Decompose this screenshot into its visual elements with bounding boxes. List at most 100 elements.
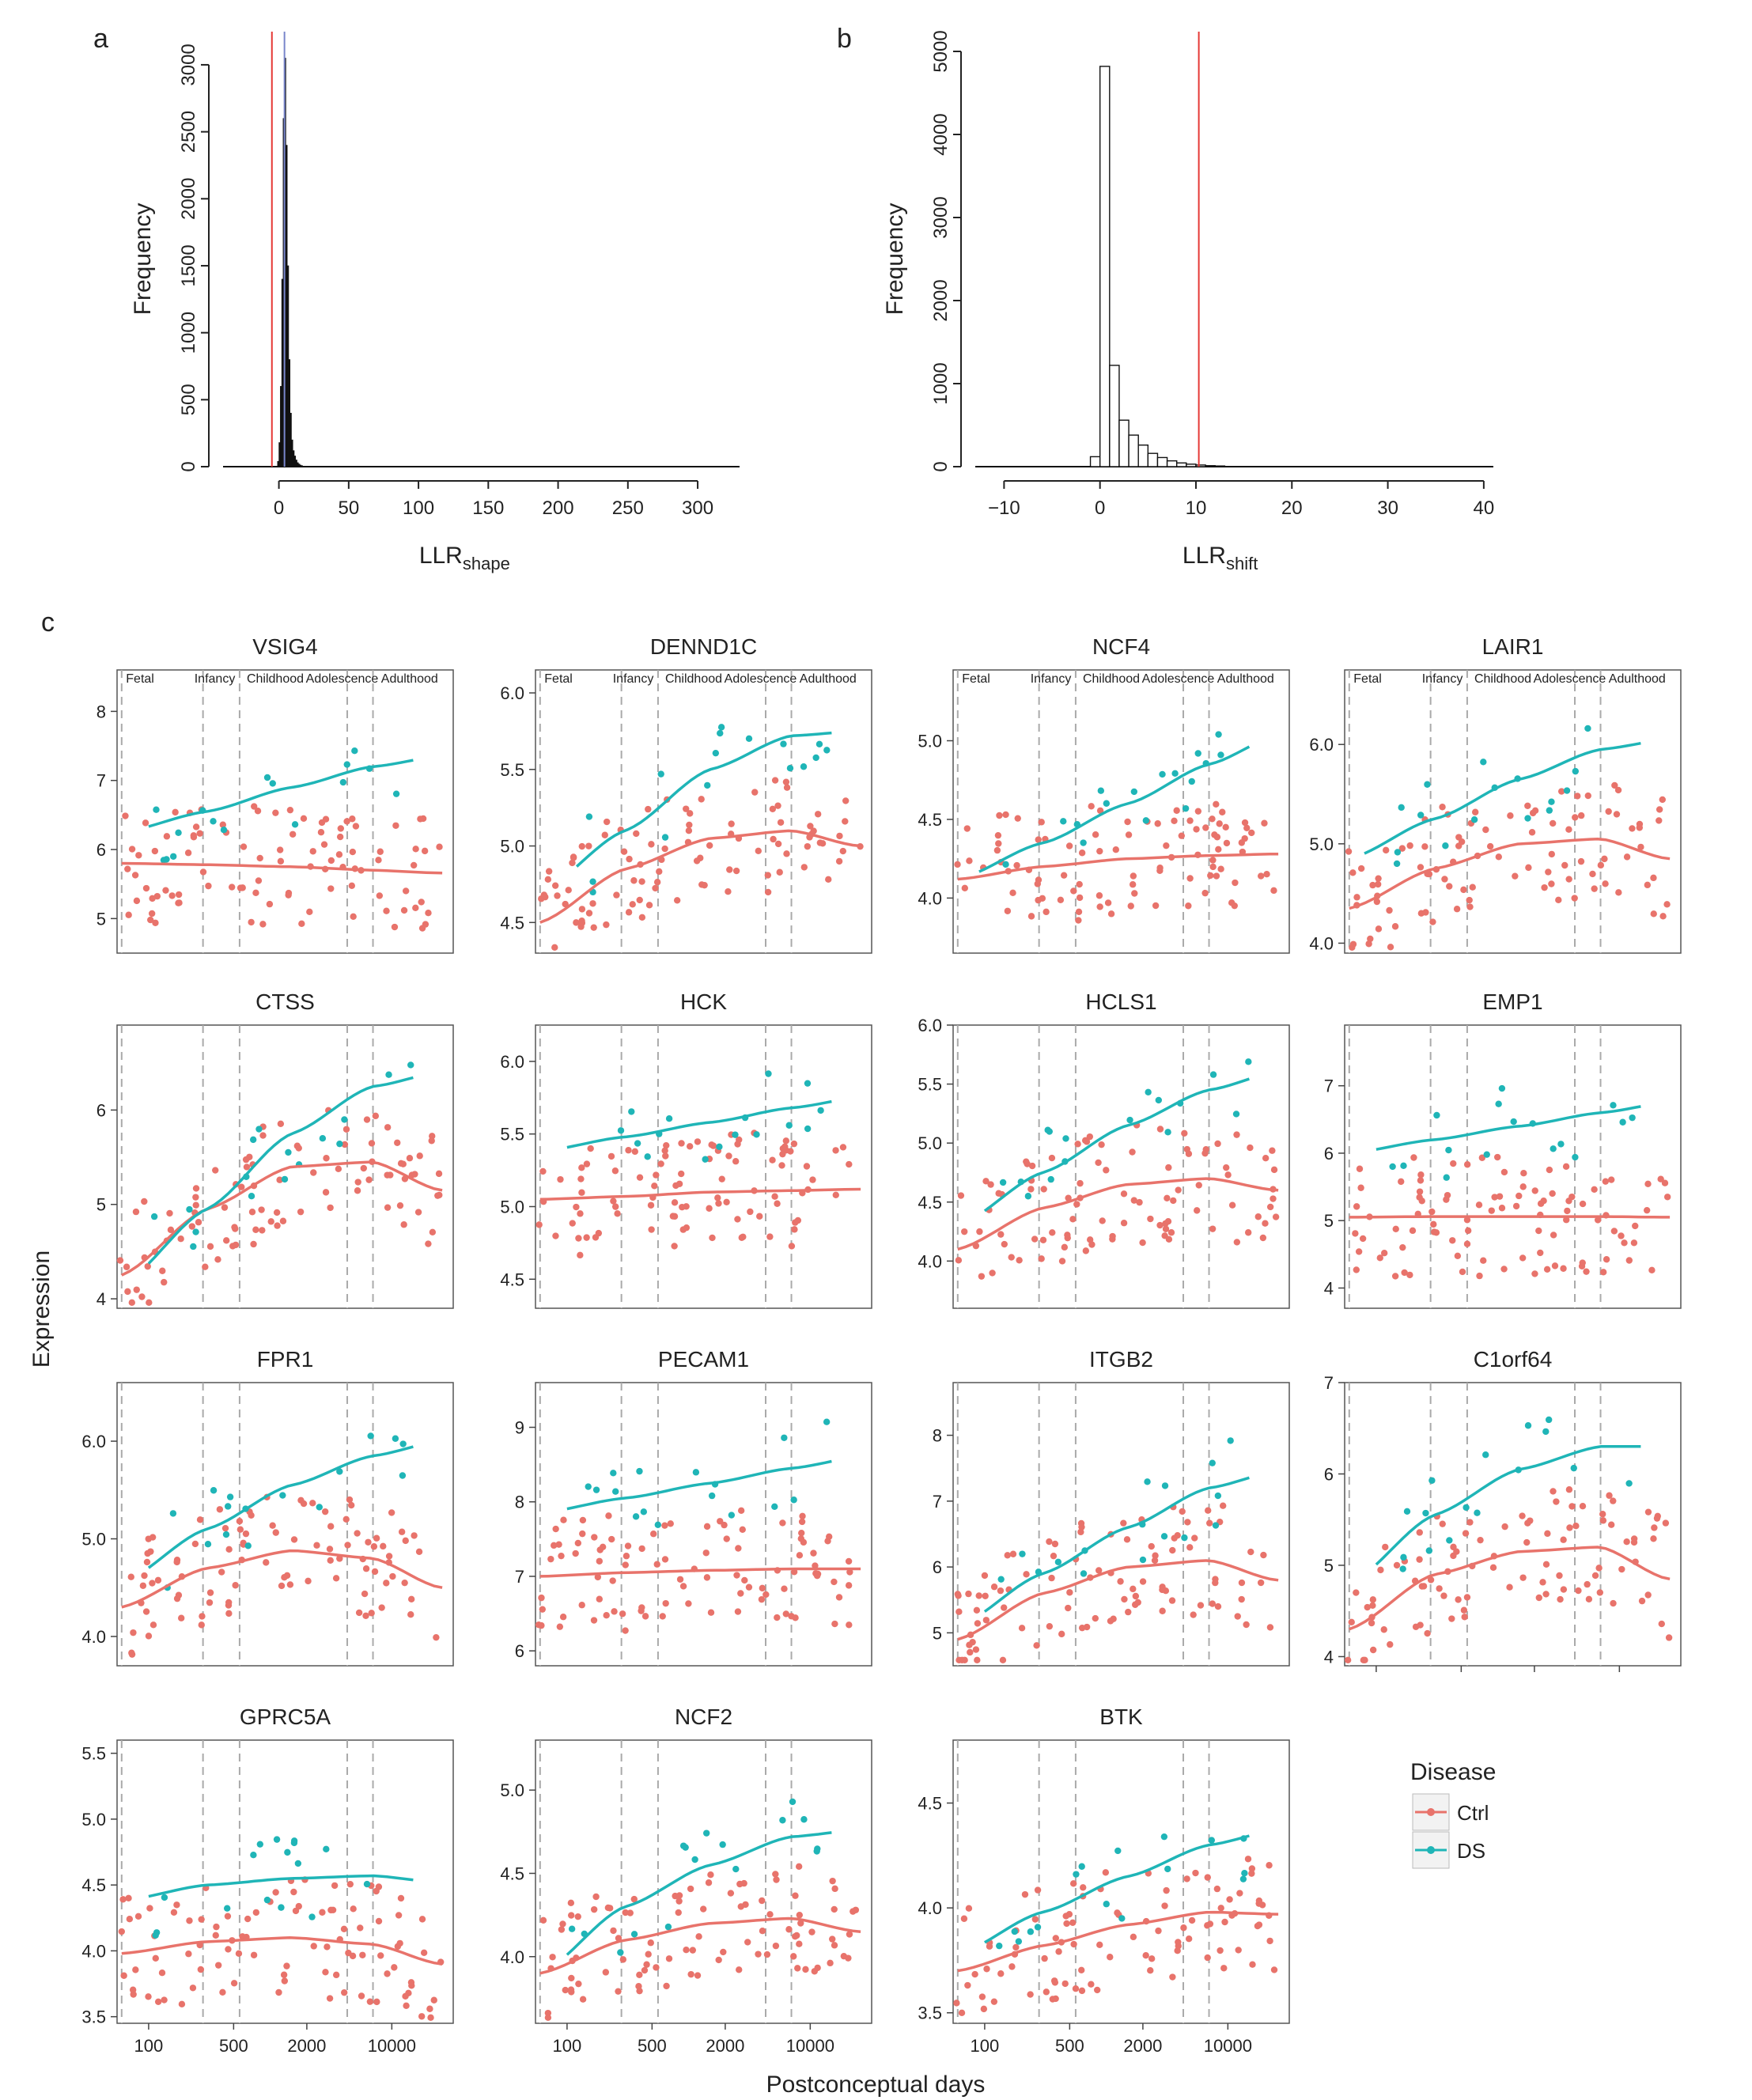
ds-point bbox=[319, 1135, 327, 1142]
ctrl-point bbox=[425, 1240, 432, 1247]
ds-point bbox=[192, 1228, 199, 1235]
ctrl-point bbox=[723, 1535, 730, 1542]
ctrl-point bbox=[741, 1576, 748, 1584]
ctrl-point bbox=[620, 848, 628, 855]
ctrl-point bbox=[1524, 1519, 1531, 1527]
y-tick-label: 8 bbox=[515, 1493, 524, 1512]
ctrl-point bbox=[1057, 896, 1065, 903]
ctrl-point bbox=[626, 855, 633, 863]
ctrl-point bbox=[758, 1595, 766, 1603]
ctrl-point bbox=[1618, 1232, 1625, 1239]
ctrl-point bbox=[1591, 1186, 1598, 1193]
ctrl-point bbox=[1597, 861, 1605, 869]
panel-title: HCK bbox=[680, 989, 727, 1014]
ctrl-point bbox=[1572, 1522, 1580, 1530]
ctrl-point bbox=[1042, 1988, 1050, 1996]
panel-frame bbox=[535, 1739, 872, 2024]
stage-label: Fetal bbox=[962, 672, 990, 686]
ctrl-point bbox=[1204, 1874, 1211, 1881]
ds-point bbox=[1483, 1151, 1490, 1158]
ctrl-point bbox=[263, 1559, 270, 1566]
ctrl-point bbox=[1560, 1536, 1567, 1543]
ctrl-point bbox=[718, 1175, 725, 1182]
ctrl-point bbox=[961, 1228, 968, 1235]
ctrl-point bbox=[1039, 1236, 1047, 1243]
ctrl-point bbox=[1096, 847, 1103, 855]
y-tick-label: 7 bbox=[1324, 1373, 1334, 1393]
ctrl-point bbox=[1217, 865, 1224, 872]
ctrl-point bbox=[1261, 819, 1268, 827]
ctrl-point bbox=[1528, 829, 1536, 836]
ds-point bbox=[1212, 1522, 1220, 1529]
ctrl-point bbox=[1500, 1266, 1508, 1273]
ctrl-point bbox=[429, 1228, 437, 1235]
ctrl-point bbox=[360, 1164, 368, 1172]
ctrl-point bbox=[556, 1623, 564, 1630]
ctrl-point bbox=[846, 1621, 853, 1629]
ctrl-point bbox=[192, 823, 200, 831]
ctrl-point bbox=[300, 1500, 308, 1508]
ctrl-point bbox=[238, 1183, 245, 1190]
ctrl-point bbox=[578, 842, 585, 850]
ds-point bbox=[1188, 778, 1195, 785]
ctrl-point bbox=[248, 918, 255, 926]
ds-point bbox=[786, 765, 794, 772]
ctrl-point bbox=[1512, 1202, 1520, 1210]
ds-point bbox=[1161, 1482, 1169, 1489]
ds-point bbox=[224, 1905, 231, 1912]
ctrl-point bbox=[1428, 1208, 1436, 1216]
ctrl-point bbox=[579, 1996, 587, 2003]
ctrl-point bbox=[1344, 1656, 1352, 1664]
ctrl-point bbox=[1069, 1216, 1077, 1223]
ctrl-point bbox=[152, 1954, 159, 1962]
panel-label-a: a bbox=[93, 24, 108, 54]
ctrl-point bbox=[1566, 1524, 1573, 1531]
x-axis-title-postconceptual: Postconceptual days bbox=[766, 2072, 986, 2098]
ctrl-point bbox=[575, 1235, 582, 1242]
ctrl-point bbox=[430, 1996, 437, 2004]
ctrl-fit-line bbox=[121, 1936, 443, 1966]
ctrl-fit-line bbox=[1349, 837, 1671, 910]
ctrl-point bbox=[790, 1953, 797, 1960]
ctrl-point bbox=[698, 881, 706, 888]
ds-point bbox=[1080, 1570, 1088, 1577]
ds-fit-line bbox=[984, 1834, 1250, 1944]
ctrl-point bbox=[347, 1501, 355, 1509]
ctrl-point bbox=[272, 809, 279, 816]
x-tick-label: 10000 bbox=[786, 2036, 834, 2056]
x-tick-label: 10 bbox=[1186, 498, 1207, 519]
ctrl-point bbox=[1369, 881, 1376, 889]
stage-label: Adolescence bbox=[306, 672, 379, 686]
y-tick-label: 0 bbox=[178, 461, 199, 471]
ds-point bbox=[1425, 1547, 1433, 1554]
panel-title: HCLS1 bbox=[1085, 989, 1156, 1014]
ctrl-point bbox=[1643, 1206, 1651, 1214]
ctrl-point bbox=[1491, 1194, 1498, 1201]
ctrl-point bbox=[1195, 1182, 1202, 1189]
ctrl-point bbox=[436, 1191, 443, 1199]
ctrl-point bbox=[739, 1526, 746, 1534]
ds-point bbox=[1398, 804, 1405, 812]
ds-point bbox=[728, 1512, 736, 1519]
ctrl-point bbox=[162, 887, 169, 894]
ctrl-point bbox=[131, 872, 139, 879]
ctrl-point bbox=[610, 1927, 617, 1935]
ctrl-point bbox=[323, 1155, 330, 1162]
ctrl-point bbox=[687, 810, 694, 817]
ctrl-point bbox=[320, 841, 328, 848]
ctrl-point bbox=[309, 1500, 316, 1507]
ctrl-point bbox=[808, 1928, 815, 1935]
ctrl-point bbox=[197, 1966, 205, 1973]
ctrl-point bbox=[728, 820, 735, 827]
ctrl-point bbox=[1095, 892, 1103, 899]
ctrl-point bbox=[953, 2000, 960, 2007]
ctrl-point bbox=[573, 1203, 580, 1211]
ctrl-point bbox=[997, 1587, 1005, 1595]
ds-point bbox=[1394, 849, 1402, 856]
ctrl-point bbox=[1156, 1126, 1164, 1133]
ctrl-point bbox=[418, 1916, 426, 1923]
ctrl-point bbox=[955, 1608, 963, 1615]
ds-point bbox=[1144, 1478, 1151, 1485]
ctrl-point bbox=[1233, 1239, 1241, 1246]
